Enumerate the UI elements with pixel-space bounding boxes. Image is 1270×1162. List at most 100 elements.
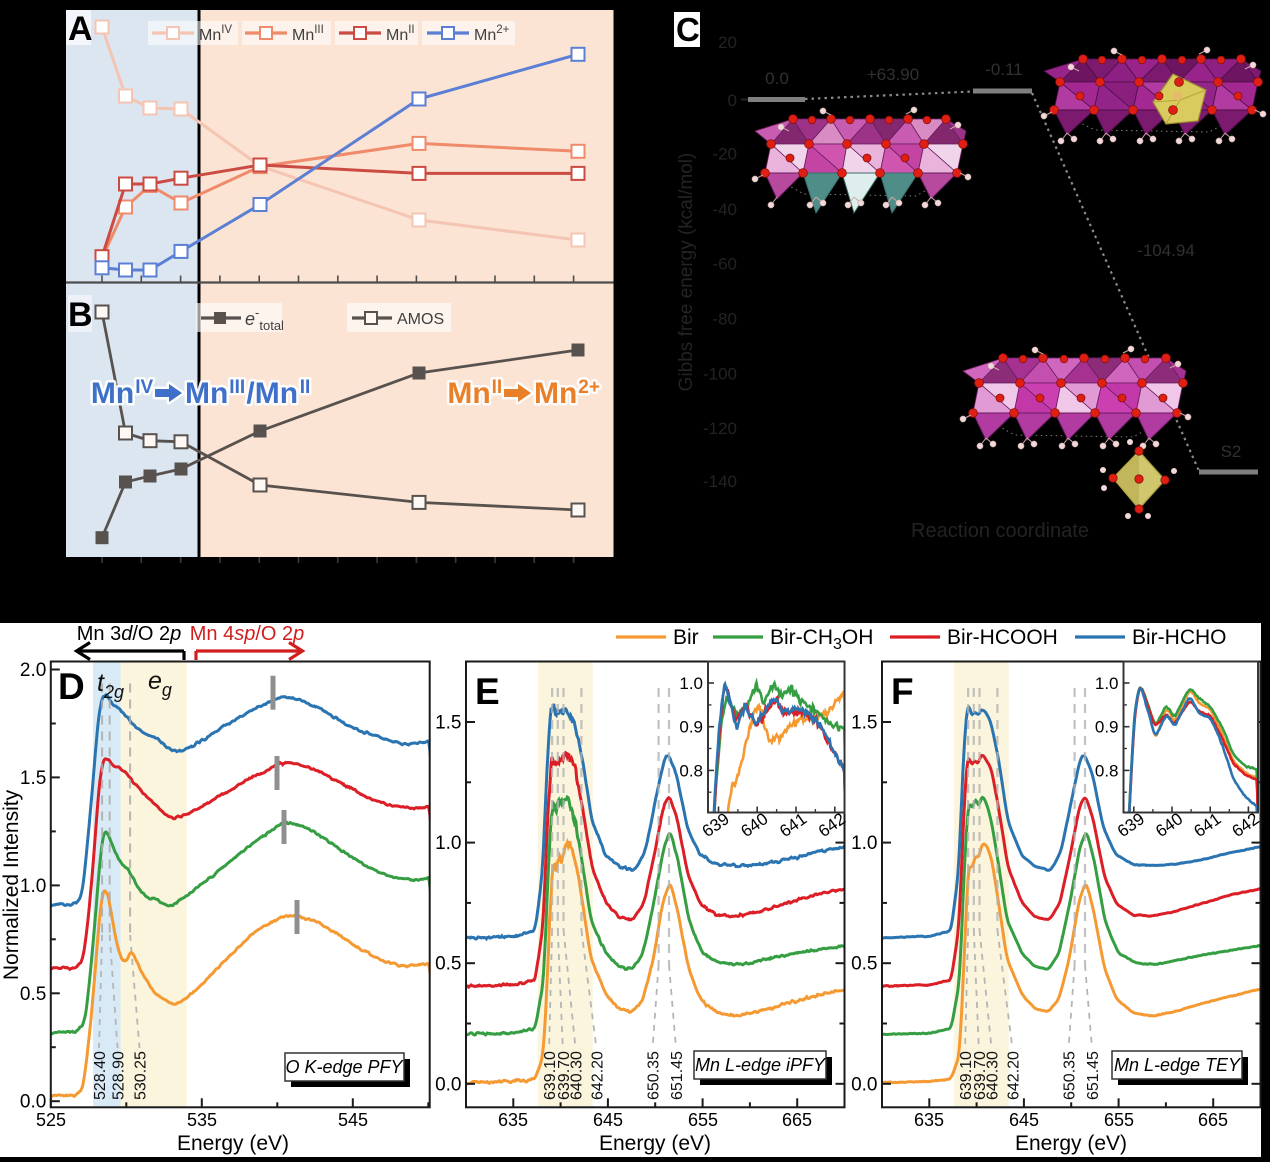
svg-text:Mn: Mn [91, 377, 134, 410]
svg-text:D: D [58, 666, 85, 707]
svg-text:/Mn: /Mn [246, 377, 298, 410]
svg-text:635: 635 [914, 1110, 944, 1130]
svg-text:S2: S2 [1221, 442, 1242, 461]
svg-text:0: 0 [728, 91, 737, 110]
svg-text:Bir-HCHO: Bir-HCHO [1132, 626, 1227, 649]
svg-text:1.5: 1.5 [851, 713, 877, 734]
svg-text:/Mn: /Mn [246, 377, 298, 410]
svg-text:Bir: Bir [673, 626, 699, 649]
svg-text:639.10: 639.10 [542, 1051, 559, 1100]
svg-text:635: 635 [498, 1110, 528, 1130]
svg-text:0.8: 0.8 [679, 761, 703, 780]
svg-text:II: II [300, 377, 311, 398]
svg-text:1.5: 1.5 [435, 713, 461, 734]
svg-text:2+: 2+ [578, 377, 600, 398]
svg-text:655: 655 [688, 1110, 718, 1130]
svg-text:IV: IV [135, 377, 153, 398]
svg-text:0.9: 0.9 [679, 718, 703, 737]
svg-text:Mn: Mn [447, 377, 490, 410]
svg-text:F: F [891, 671, 914, 712]
svg-text:0.9: 0.9 [1095, 718, 1119, 737]
svg-text:Mn L-edge TEY: Mn L-edge TEY [1114, 1055, 1242, 1075]
svg-text:Mn: Mn [447, 377, 490, 410]
svg-text:-120: -120 [703, 419, 737, 438]
svg-text:AMOS: AMOS [397, 311, 444, 328]
svg-text:II: II [492, 377, 503, 398]
svg-text:545: 545 [338, 1110, 368, 1130]
svg-text:1.0: 1.0 [1095, 674, 1119, 693]
svg-text:E: E [475, 671, 500, 712]
svg-text:-20: -20 [712, 145, 737, 164]
svg-text:-80: -80 [712, 310, 737, 329]
svg-text:2+: 2+ [578, 377, 600, 398]
svg-text:-60: -60 [712, 255, 737, 274]
svg-text:1.0: 1.0 [435, 833, 461, 854]
svg-text:II: II [300, 377, 311, 398]
svg-text:650.35: 650.35 [646, 1051, 663, 1100]
svg-text:535: 535 [187, 1110, 217, 1130]
svg-text:0.5: 0.5 [851, 954, 877, 975]
svg-text:639.10: 639.10 [958, 1051, 975, 1100]
svg-text:-140: -140 [703, 472, 737, 491]
svg-text:0.5: 0.5 [435, 954, 461, 975]
svg-text:1.5: 1.5 [20, 768, 46, 789]
svg-text:Mn L-edge iPFY: Mn L-edge iPFY [695, 1055, 827, 1075]
svg-text:0.0: 0.0 [20, 1092, 46, 1113]
svg-text:0.0: 0.0 [765, 69, 789, 88]
svg-text:-100: -100 [703, 365, 737, 384]
svg-text:528.40: 528.40 [92, 1051, 109, 1100]
svg-text:II: II [492, 377, 503, 398]
svg-text:639.70: 639.70 [556, 1051, 573, 1100]
svg-text:0.0: 0.0 [851, 1074, 877, 1095]
svg-text:655: 655 [1104, 1110, 1134, 1130]
svg-text:Mn 3d/O 2p: Mn 3d/O 2p [77, 623, 182, 645]
svg-text:651.45: 651.45 [1085, 1051, 1102, 1100]
svg-text:1.0: 1.0 [851, 833, 877, 854]
svg-text:III: III [229, 377, 245, 398]
svg-text:O K-edge PFY: O K-edge PFY [285, 1057, 404, 1077]
svg-text:640.30: 640.30 [569, 1051, 586, 1100]
svg-text:2.0: 2.0 [20, 660, 46, 681]
svg-text:20: 20 [718, 33, 737, 52]
svg-text:-104.94: -104.94 [1137, 241, 1195, 260]
svg-text:Reaction coordinate: Reaction coordinate [911, 520, 1089, 542]
svg-text:-40: -40 [712, 200, 737, 219]
svg-text:528.90: 528.90 [111, 1051, 128, 1100]
svg-text:e-total: e-total [245, 305, 284, 333]
svg-text:Mn: Mn [185, 377, 228, 410]
svg-text:Normalized Intensity: Normalized Intensity [0, 789, 23, 980]
svg-text:Gibbs free energy (kcal/mol): Gibbs free energy (kcal/mol) [676, 153, 697, 392]
svg-text:Energy (eV): Energy (eV) [177, 1132, 289, 1155]
svg-text:Mn: Mn [91, 377, 134, 410]
svg-text:+63.90: +63.90 [867, 65, 919, 84]
svg-text:650.35: 650.35 [1062, 1051, 1079, 1100]
svg-text:Energy (eV): Energy (eV) [599, 1132, 711, 1155]
svg-text:1.0: 1.0 [679, 674, 703, 693]
svg-text:MnII: MnII [386, 24, 415, 44]
svg-text:Mn 4sp/O 2p: Mn 4sp/O 2p [190, 623, 305, 645]
svg-text:530.25: 530.25 [133, 1051, 150, 1100]
svg-text:Bir-CH3OH: Bir-CH3OH [770, 626, 873, 653]
svg-text:-0.11: -0.11 [985, 60, 1023, 79]
svg-text:Mn: Mn [185, 377, 228, 410]
svg-text:640.30: 640.30 [985, 1051, 1002, 1100]
svg-text:665: 665 [782, 1110, 812, 1130]
svg-text:Bir-HCOOH: Bir-HCOOH [947, 626, 1058, 649]
svg-text:0.5: 0.5 [20, 984, 46, 1005]
svg-text:639.70: 639.70 [972, 1051, 989, 1100]
svg-text:B: B [68, 296, 93, 334]
svg-text:A: A [68, 10, 93, 48]
svg-text:Energy (eV): Energy (eV) [1015, 1132, 1127, 1155]
svg-text:IV: IV [135, 377, 153, 398]
svg-text:525: 525 [36, 1110, 66, 1130]
svg-text:Mn: Mn [534, 377, 577, 410]
svg-text:III: III [229, 377, 245, 398]
svg-text:C: C [676, 11, 700, 48]
svg-text:Mn: Mn [534, 377, 577, 410]
svg-text:642.20: 642.20 [589, 1051, 606, 1100]
svg-text:642.20: 642.20 [1005, 1051, 1022, 1100]
svg-text:651.45: 651.45 [669, 1051, 686, 1100]
svg-text:0.0: 0.0 [435, 1074, 461, 1095]
svg-text:0.8: 0.8 [1095, 761, 1119, 780]
svg-text:645: 645 [1009, 1110, 1039, 1130]
